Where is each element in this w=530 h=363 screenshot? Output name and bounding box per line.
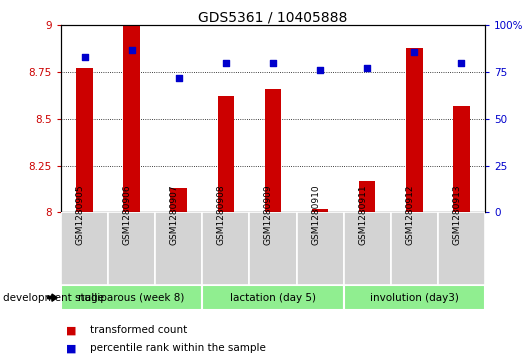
Text: GSM1280908: GSM1280908 — [217, 184, 226, 245]
Bar — [218, 97, 234, 212]
Bar — [108, 212, 155, 285]
Point — [363, 65, 372, 71]
Bar — [343, 285, 485, 310]
Text: involution (day3): involution (day3) — [370, 293, 459, 303]
Text: development stage: development stage — [3, 293, 104, 303]
Bar — [171, 188, 187, 212]
Text: ■: ■ — [66, 343, 77, 354]
Point — [174, 75, 183, 81]
Text: GSM1280911: GSM1280911 — [358, 184, 367, 245]
Bar — [453, 106, 470, 212]
Text: GSM1280913: GSM1280913 — [453, 184, 462, 245]
Bar — [296, 212, 343, 285]
Text: GSM1280907: GSM1280907 — [170, 184, 179, 245]
Point — [269, 60, 277, 66]
Text: GSM1280909: GSM1280909 — [264, 184, 273, 245]
Title: GDS5361 / 10405888: GDS5361 / 10405888 — [198, 10, 348, 24]
Bar — [406, 48, 422, 212]
Point — [316, 68, 324, 73]
Text: nulliparous (week 8): nulliparous (week 8) — [78, 293, 185, 303]
Bar — [155, 212, 202, 285]
Text: GSM1280906: GSM1280906 — [122, 184, 131, 245]
Text: GSM1280910: GSM1280910 — [311, 184, 320, 245]
Bar — [61, 285, 202, 310]
Bar — [202, 285, 343, 310]
Point — [127, 47, 136, 53]
Bar — [359, 180, 375, 212]
Text: GSM1280912: GSM1280912 — [405, 184, 414, 245]
Point — [222, 60, 230, 66]
Bar — [76, 68, 93, 212]
Bar — [202, 212, 250, 285]
Bar — [343, 212, 391, 285]
Bar — [438, 212, 485, 285]
Point — [80, 54, 89, 60]
Bar — [250, 212, 296, 285]
Text: percentile rank within the sample: percentile rank within the sample — [90, 343, 266, 354]
Bar — [312, 209, 328, 212]
Point — [410, 49, 419, 54]
Bar — [264, 89, 281, 212]
Text: GSM1280905: GSM1280905 — [75, 184, 84, 245]
Bar — [61, 212, 108, 285]
Text: ■: ■ — [66, 325, 77, 335]
Text: lactation (day 5): lactation (day 5) — [230, 293, 316, 303]
Text: transformed count: transformed count — [90, 325, 187, 335]
Point — [457, 60, 466, 66]
Bar — [123, 25, 140, 212]
Bar — [391, 212, 438, 285]
